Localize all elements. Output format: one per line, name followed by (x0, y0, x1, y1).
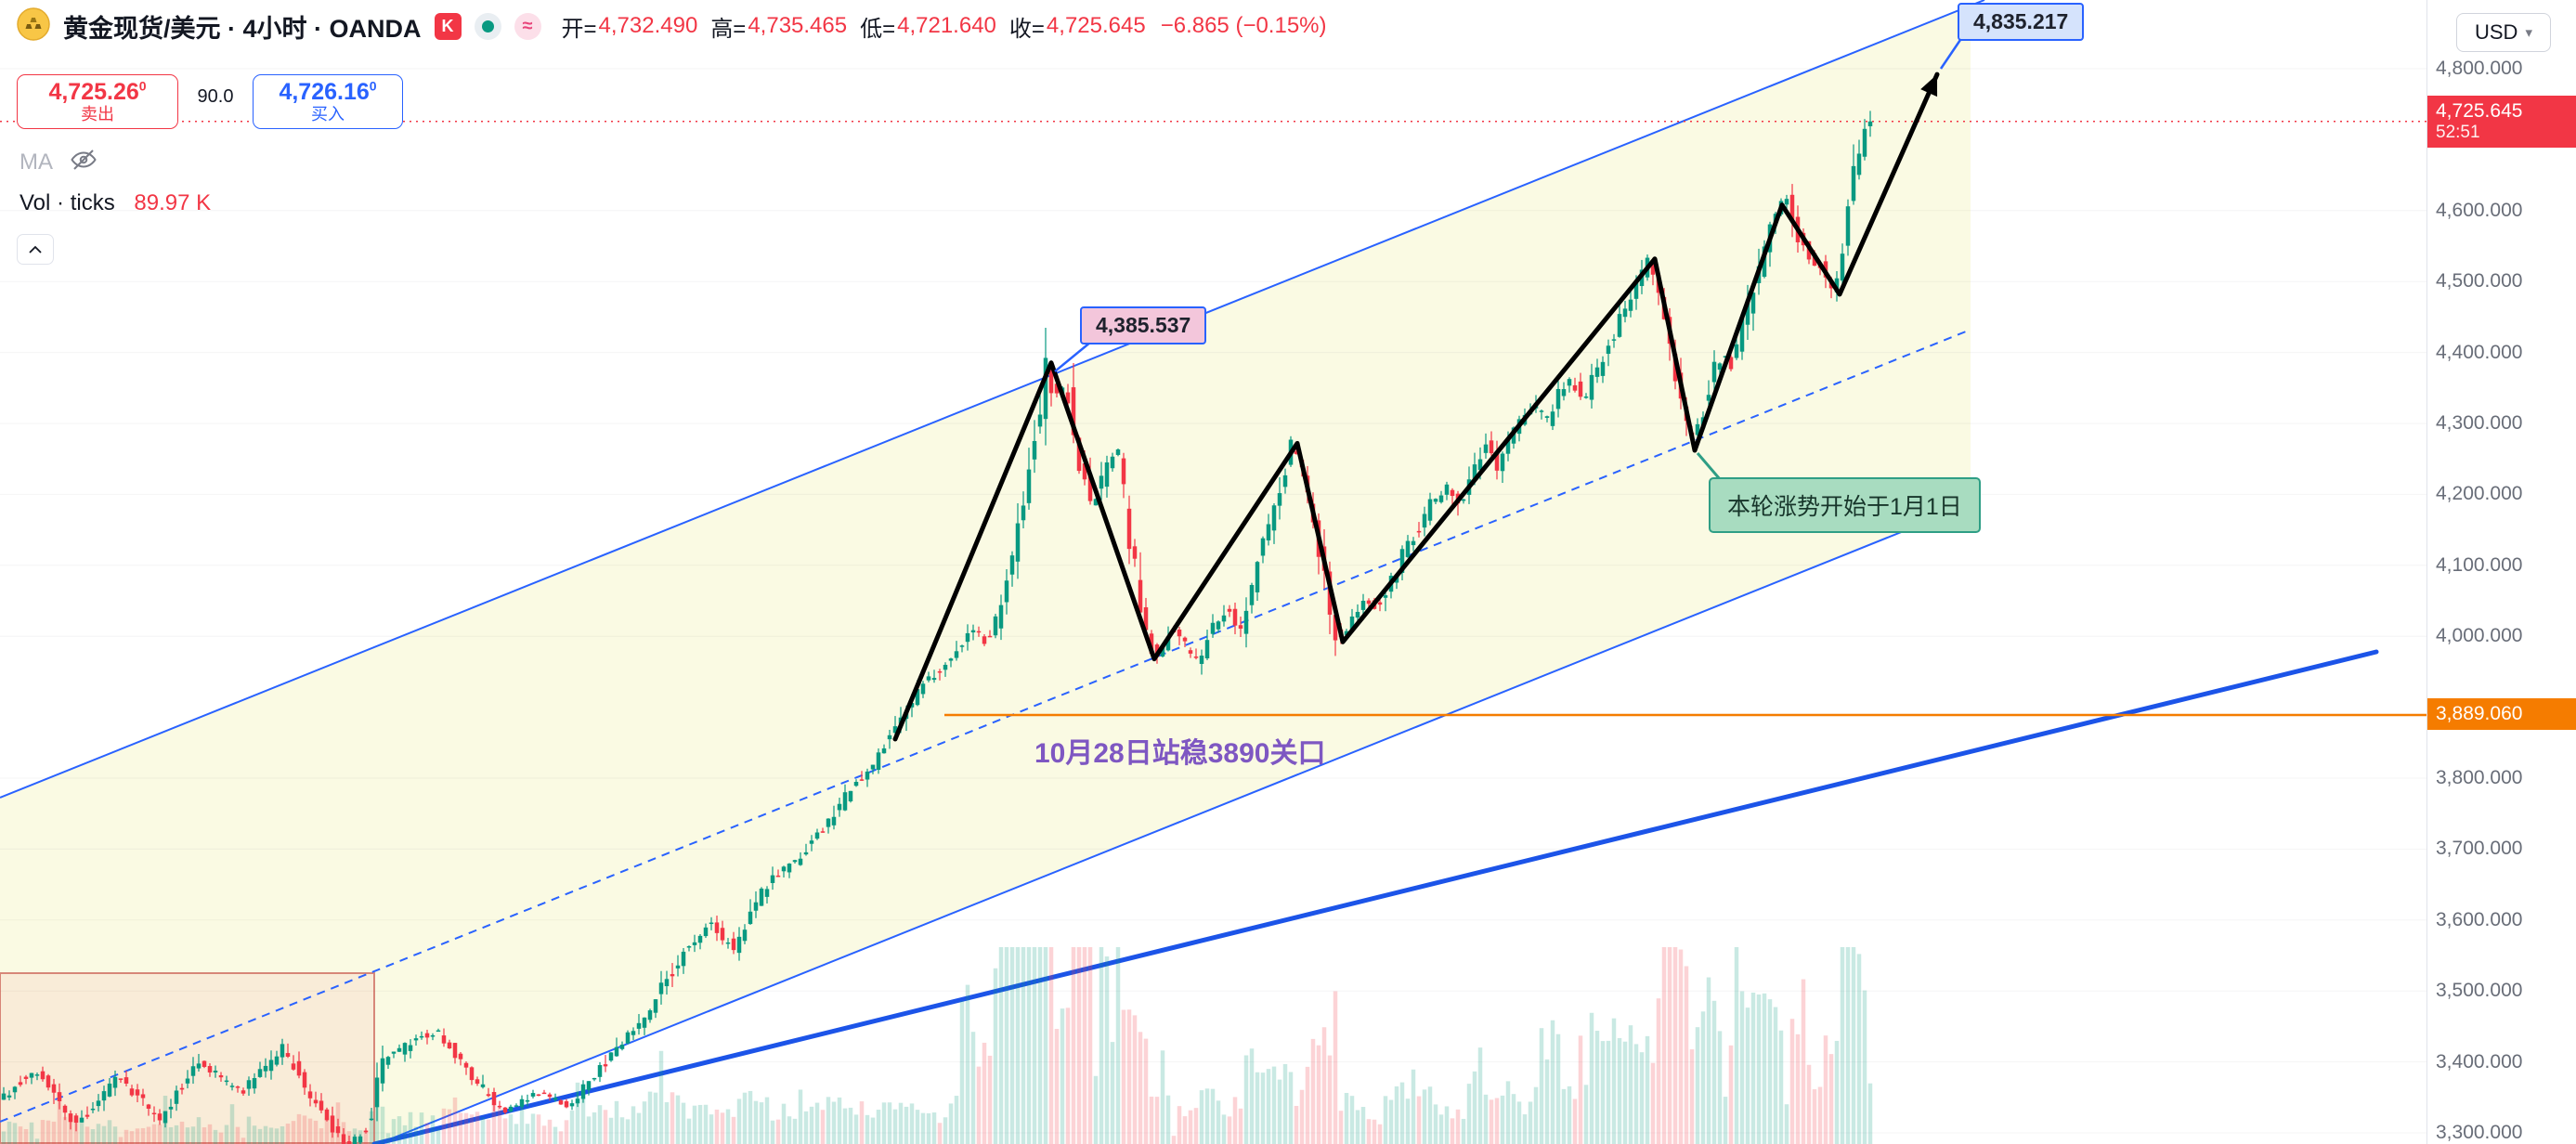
chevron-down-icon: ▾ (2525, 25, 2532, 41)
buy-label: 买入 (311, 105, 345, 124)
chart-header: 黄金现货/美元 · 4小时 · OANDA K ≈ 开= 4,732.490 高… (17, 6, 1340, 46)
volume-label: Vol · ticks (20, 190, 115, 215)
trade-panel: 4,725.260 卖出 90.0 4,726.160 买入 (17, 74, 403, 129)
buy-price: 4,726.160 (279, 79, 377, 106)
volume-value: 89.97 K (134, 190, 212, 215)
axis-tick: 4,800.000 (2436, 58, 2523, 79)
sell-price: 4,725.260 (48, 79, 147, 106)
buy-button[interactable]: 4,726.160 买入 (253, 74, 403, 129)
high-label: 高= (710, 16, 747, 42)
volume-indicator-row: Vol · ticks 89.97 K (20, 190, 211, 216)
approx-indicator-icon[interactable]: ≈ (514, 12, 541, 40)
symbol-title[interactable]: 黄金现货/美元 · 4小时 · OANDA (63, 14, 422, 43)
axis-tick: 4,500.000 (2436, 270, 2523, 292)
collapse-panel-button[interactable] (17, 234, 54, 265)
target-price-callout[interactable]: 4,835.217 (1958, 3, 2085, 41)
axis-tick: 4,000.000 (2436, 625, 2523, 647)
support-note[interactable]: 10月28日站稳3890关口 (1034, 738, 1326, 769)
change-value: −6.865 (−0.15%) (1160, 13, 1327, 38)
axis-tick: 4,400.000 (2436, 341, 2523, 363)
last-price-axis-label: 4,725.645 52:51 (2427, 95, 2576, 148)
close-label: 收= (1008, 16, 1045, 42)
high-value: 4,735.465 (748, 13, 848, 38)
axis-tick: 3,600.000 (2436, 908, 2523, 930)
price-axis[interactable]: 4,725.645 52:51 3,889.060 4,800.000 4,600… (2426, 0, 2576, 1144)
last-price-value: 4,725.645 (2436, 99, 2523, 122)
axis-tick: 4,600.000 (2436, 199, 2523, 221)
axis-tick: 4,300.000 (2436, 412, 2523, 434)
axis-tick: 4,100.000 (2436, 553, 2523, 576)
symbol-logo-icon (17, 6, 50, 46)
spread-value: 90.0 (197, 86, 234, 107)
low-value: 4,721.640 (897, 13, 996, 38)
ma-indicator-row: MA (20, 146, 98, 178)
ma-label: MA (20, 149, 53, 175)
axis-tick: 3,700.000 (2436, 838, 2523, 860)
close-value: 4,725.645 (1046, 13, 1146, 38)
currency-label: USD (2475, 20, 2518, 44)
low-label: 低= (860, 16, 896, 42)
axis-tick: 3,800.000 (2436, 767, 2523, 788)
open-label: 开= (561, 16, 597, 42)
green-dot-icon (481, 20, 494, 32)
ohlc-readout: 开= 4,732.490 高= 4,735.465 低= 4,721.640 收… (562, 10, 1340, 43)
support-price-axis-label: 3,889.060 (2427, 697, 2576, 730)
candle-style-icon[interactable]: K (434, 12, 462, 40)
chevron-up-icon (29, 245, 42, 254)
sell-button[interactable]: 4,725.260 卖出 (17, 74, 178, 129)
open-value: 4,732.490 (598, 13, 698, 38)
bar-countdown: 52:51 (2436, 122, 2480, 142)
eye-off-icon[interactable] (70, 146, 98, 178)
status-dot-icon[interactable] (474, 12, 501, 40)
rally-start-note[interactable]: 本轮涨势开始于1月1日 (1709, 477, 1981, 533)
swing-high-callout[interactable]: 4,385.537 (1080, 306, 1207, 344)
axis-tick: 4,200.000 (2436, 483, 2523, 505)
axis-tick: 3,400.000 (2436, 1050, 2523, 1072)
currency-selector[interactable]: USD ▾ (2456, 13, 2551, 52)
axis-tick: 3,500.000 (2436, 980, 2523, 1002)
sell-label: 卖出 (81, 105, 114, 124)
axis-tick: 3,300.000 (2436, 1122, 2523, 1143)
